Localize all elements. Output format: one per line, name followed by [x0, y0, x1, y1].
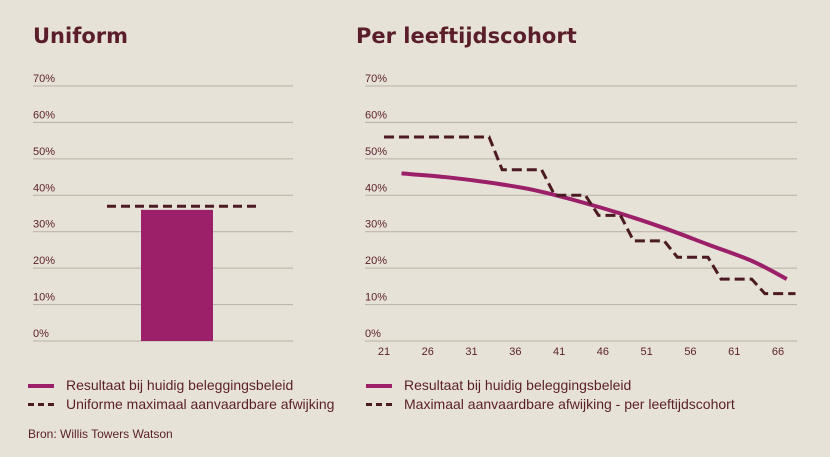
legend-swatch-dashed [28, 403, 54, 406]
legend-per-cohort: Resultaat bij huidig beleggingsbeleid Ma… [366, 376, 735, 414]
legend-uniform: Resultaat bij huidig beleggingsbeleid Un… [28, 376, 334, 414]
y-tick-label: 60% [33, 109, 55, 121]
x-tick-label: 21 [378, 346, 390, 358]
legend-item-result: Resultaat bij huidig beleggingsbeleid [28, 376, 334, 395]
legend-swatch-dashed [366, 403, 392, 406]
legend-swatch-solid [366, 383, 392, 388]
x-tick-label: 41 [553, 346, 565, 358]
x-tick-label: 26 [422, 346, 434, 358]
y-tick-label: 70% [33, 73, 55, 85]
x-tick-label: 66 [772, 346, 784, 358]
y-tick-label: 50% [365, 146, 387, 158]
y-tick-label: 30% [365, 219, 387, 231]
chart-title-per-cohort: Per leeftijdscohort [356, 24, 577, 48]
y-tick-label: 70% [365, 73, 387, 85]
x-tick-label: 31 [465, 346, 477, 358]
bar-result [141, 209, 213, 341]
series-line-result [401, 171, 788, 281]
y-tick-label: 0% [365, 328, 381, 340]
legend-label: Uniforme maximaal aanvaardbare afwijking [66, 396, 335, 412]
x-tick-label: 46 [597, 346, 609, 358]
y-tick-label: 30% [33, 219, 55, 231]
legend-item-result: Resultaat bij huidig beleggingsbeleid [366, 376, 735, 395]
x-tick-label: 61 [728, 346, 740, 358]
y-tick-label: 0% [33, 328, 49, 340]
legend-label: Resultaat bij huidig beleggingsbeleid [66, 377, 294, 393]
y-tick-label: 10% [33, 292, 55, 304]
y-tick-label: 60% [365, 109, 387, 121]
legend-item-limit: Maximaal aanvaardbare afwijking - per le… [366, 395, 735, 414]
legend-item-limit: Uniforme maximaal aanvaardbare afwijking [28, 395, 334, 414]
y-tick-label: 40% [365, 182, 387, 194]
chart-title-uniform: Uniform [33, 24, 129, 48]
x-tick-label: 51 [641, 346, 653, 358]
legend-label: Resultaat bij huidig beleggingsbeleid [404, 377, 632, 393]
legend-swatch-solid [28, 383, 54, 388]
y-tick-label: 20% [365, 255, 387, 267]
y-tick-label: 20% [33, 255, 55, 267]
y-tick-label: 40% [33, 182, 55, 194]
y-tick-label: 10% [365, 292, 387, 304]
source-note: Bron: Willis Towers Watson [28, 427, 173, 441]
x-tick-label: 36 [509, 346, 521, 358]
series-line-limit [384, 135, 796, 296]
y-tick-label: 50% [33, 146, 55, 158]
legend-label: Maximaal aanvaardbare afwijking - per le… [404, 396, 735, 412]
x-tick-label: 56 [684, 346, 696, 358]
